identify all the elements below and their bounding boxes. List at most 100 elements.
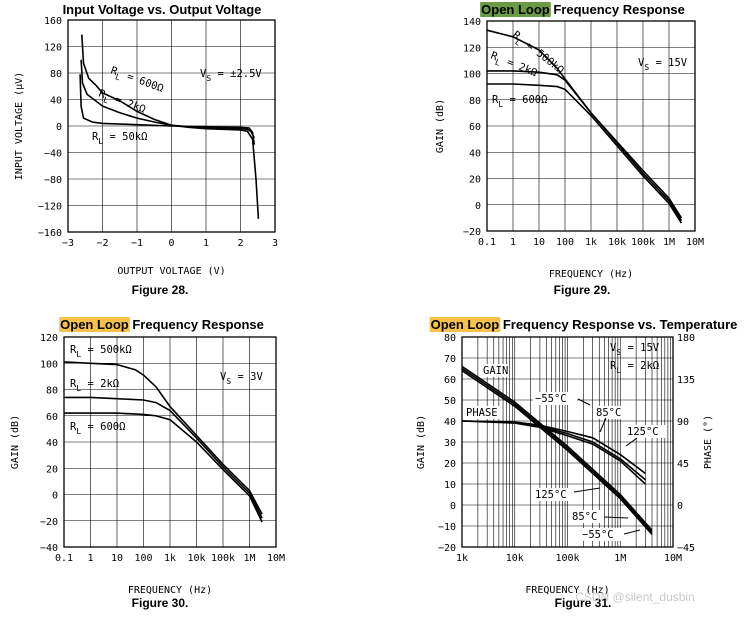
- chart-title: Open Loop Frequency Response: [60, 317, 264, 332]
- series-line-1: [63, 361, 263, 515]
- rl-label-2: RL = 2kΩ: [70, 378, 119, 393]
- rl-label-2-main: R: [489, 50, 500, 64]
- rl-label-1-main: R: [109, 65, 120, 79]
- annotation-arrow: [625, 437, 638, 447]
- y-tick-label: 30: [444, 438, 456, 449]
- temp-label-bg: [594, 406, 628, 419]
- y-tick-label: 40: [444, 417, 456, 428]
- y-tick-label: 40: [46, 438, 58, 449]
- rl-label-1-val: = 500kΩ: [81, 344, 132, 356]
- temp-label-bg: [580, 528, 624, 541]
- vs-main: V: [220, 371, 227, 383]
- series-line-2: [487, 70, 683, 221]
- title-highlight-box: [59, 317, 130, 332]
- vs-sub: S: [644, 63, 649, 72]
- plot-frame: [63, 336, 277, 548]
- rl-label-1-val: = 600Ω: [119, 68, 165, 94]
- x-tick-label: 100: [134, 553, 152, 564]
- x-tick-label: 10k: [506, 553, 524, 564]
- vs-sub: S: [206, 74, 211, 83]
- rl-label-2-sub: L: [494, 58, 502, 68]
- rl-label-3-val: = 600Ω: [81, 421, 125, 433]
- y-tick-label: −20: [438, 543, 456, 554]
- x-tick-label: −2: [96, 238, 108, 249]
- y-axis-label: GAIN (dB): [10, 415, 21, 469]
- y-tick-label: 80: [46, 386, 58, 397]
- series-group: [63, 361, 263, 523]
- series-line-5: [461, 420, 646, 481]
- y-tick-label: 40: [469, 148, 481, 159]
- vs-val: = 15V: [621, 342, 660, 354]
- plot-frame: [461, 336, 674, 548]
- annotation-arrow: [577, 398, 591, 406]
- title-highlight-box: [429, 317, 501, 332]
- y-tick-label: −20: [463, 227, 481, 238]
- rl-label-3-val: = 600Ω: [503, 94, 547, 106]
- x-tick-label: −1: [131, 238, 143, 249]
- y-tick-label: −10: [438, 522, 456, 533]
- chart-2: 0.1 1 10 100 1k 10k 100k 1M 10M −20 0 20 40 60 80 100 12…: [435, 2, 704, 297]
- chart-title: Input Voltage vs. Output Voltage: [63, 2, 262, 17]
- figure-caption: Figure 30.: [132, 596, 189, 610]
- x-tick-label: 1M: [243, 553, 255, 564]
- series-line-2: [64, 396, 263, 519]
- chart-title-rest: Frequency Response: [129, 317, 264, 332]
- rl-annotation: RL = 2kΩ: [610, 360, 659, 375]
- phase-label-bg: [464, 406, 502, 419]
- rl-label-3: RL = 600Ω: [492, 94, 547, 109]
- y-tick-label: −40: [40, 543, 58, 554]
- y-tick-label: 100: [40, 359, 58, 370]
- temp-label-125-phase: 125°C: [627, 426, 659, 438]
- y-tick-label: 80: [444, 333, 456, 344]
- vs-annotation: VS = 15V: [638, 57, 688, 72]
- figure-caption: Figure 29.: [554, 283, 611, 297]
- y-axis-label: INPUT VOLTAGE (μV): [14, 72, 25, 180]
- annotation-arrow: [623, 529, 641, 535]
- y-tick-label: 80: [469, 96, 481, 107]
- annotation-arrow: [573, 487, 601, 493]
- series-line-2: [461, 367, 653, 533]
- chart-title: Open Loop Frequency Response vs. Tempera…: [431, 317, 738, 332]
- temp-label-bg: [533, 392, 577, 405]
- series-line-3: [487, 83, 683, 224]
- rl-label-2-val: = 2kΩ: [499, 54, 539, 79]
- x-tick-label: 10M: [267, 553, 285, 564]
- y-tick-label: 20: [444, 459, 456, 470]
- temp-label-m55-gain: −55°C: [582, 529, 614, 541]
- x-tick-label: 1: [203, 238, 209, 249]
- chart-title-highlight: Open Loop: [481, 2, 550, 17]
- rl-label-1: RL = 500kΩ: [70, 344, 132, 359]
- series-group: [461, 365, 653, 535]
- vs-main: V: [610, 342, 617, 354]
- y-right-tick-label: 180: [677, 333, 695, 344]
- rl-label-2-sub: L: [76, 384, 81, 393]
- x-tick-label: 100k: [555, 553, 579, 564]
- x-tick-label: 100k: [211, 553, 235, 564]
- rl-label-2-sub: L: [102, 95, 110, 105]
- rl-label-3-text: RL = 50kΩ: [92, 131, 147, 146]
- chart-title-rest: Frequency Response: [550, 2, 685, 17]
- y-tick-label: 120: [463, 43, 481, 54]
- vs-annotation: VS = 15V: [610, 342, 660, 357]
- rl-label-3-text: RL = 600Ω: [492, 94, 547, 109]
- rl-sub: L: [616, 366, 621, 375]
- y-tick-label: 160: [44, 16, 62, 27]
- x-tick-label: 10M: [664, 553, 682, 564]
- y-tick-label: 60: [46, 412, 58, 423]
- y-tick-label: 60: [444, 375, 456, 386]
- y-right-axis-label: PHASE (°): [703, 415, 714, 469]
- gain-label-bg: [481, 364, 509, 377]
- x-tick-label: 1k: [456, 553, 468, 564]
- rl-label-2-main: R: [97, 88, 108, 102]
- vs-sub: S: [226, 377, 231, 386]
- temp-label-85-gain: 85°C: [572, 511, 597, 523]
- temp-label-125-gain: 125°C: [535, 489, 567, 501]
- y-tick-label: −40: [44, 149, 62, 160]
- rl-label-2-main: R: [70, 378, 77, 390]
- rl-label-3: RL = 600Ω: [70, 421, 125, 436]
- rl-label-3-sub: L: [98, 137, 103, 146]
- y-tick-label: 100: [463, 70, 481, 81]
- phase-label: PHASE: [466, 407, 498, 419]
- x-tick-label: 1: [510, 237, 516, 248]
